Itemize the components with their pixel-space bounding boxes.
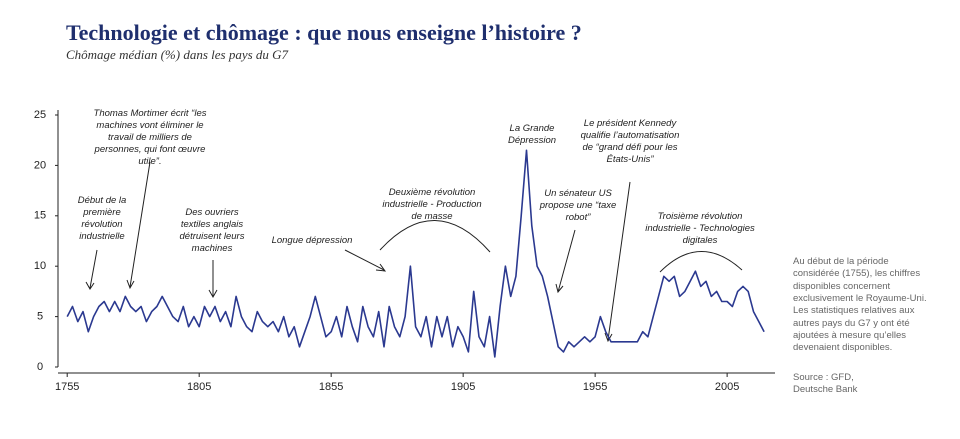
y-tick-label: 0	[37, 361, 43, 373]
x-tick-label: 2005	[715, 381, 739, 393]
y-tick-label: 25	[34, 109, 46, 121]
annotation: Des ouvriers textiles anglais détruisent…	[179, 207, 245, 254]
x-tick-label: 1955	[583, 381, 607, 393]
data-line	[66, 149, 765, 358]
annotation-arrows	[85, 161, 743, 343]
y-tick-label: 15	[34, 210, 46, 222]
annotation: La Grande Dépression	[507, 123, 557, 146]
chart-title: Technologie et chômage : que nous enseig…	[66, 20, 582, 45]
annotation: Longue dépression	[271, 235, 353, 246]
annotation: Début de la première révolution industri…	[77, 195, 127, 242]
y-tick-label: 5	[37, 311, 43, 323]
annotation: Thomas Mortimer écrit “les machines vont…	[93, 108, 207, 167]
annotation: Un sénateur US propose une “taxe robot”	[539, 188, 617, 223]
annotation: Deuxième révolution industrielle - Produ…	[382, 187, 482, 222]
annotation: Le président Kennedy qualifie l’automati…	[580, 118, 680, 165]
source: Source : GFD, Deutsche Bank	[793, 372, 858, 396]
x-tick-label: 1805	[187, 381, 211, 393]
x-tick-label: 1855	[319, 381, 343, 393]
y-tick-label: 20	[34, 159, 46, 171]
note: Au début de la période considérée (1755)…	[793, 256, 927, 354]
chart-subtitle: Chômage médian (%) dans les pays du G7	[66, 47, 289, 62]
x-tick-label: 1755	[55, 381, 79, 393]
y-tick-label: 10	[34, 260, 46, 272]
annotation: Troisième révolution industrielle - Tech…	[645, 211, 755, 246]
x-tick-label: 1905	[451, 381, 475, 393]
